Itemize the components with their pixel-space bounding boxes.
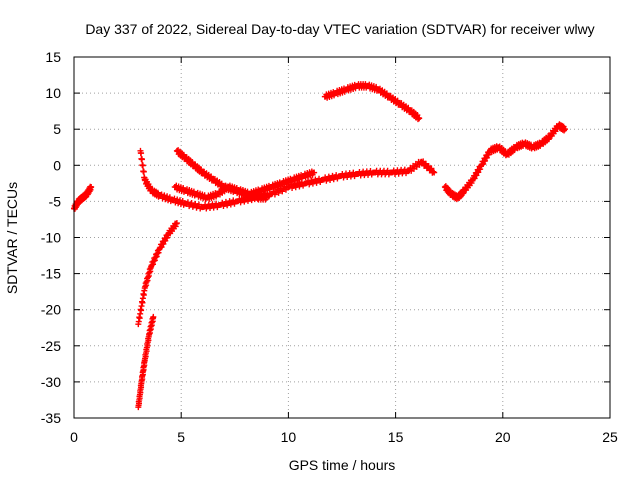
y-tick-label: -25 <box>41 338 61 354</box>
y-tick-label: 10 <box>45 85 61 101</box>
y-tick-label: -10 <box>41 230 61 246</box>
y-tick-label: -15 <box>41 266 61 282</box>
data-point <box>561 126 568 133</box>
data-point <box>263 194 270 201</box>
data-point <box>428 165 435 172</box>
data-point <box>430 168 437 175</box>
data-point <box>416 115 423 122</box>
y-tick-label: 15 <box>45 49 61 65</box>
x-tick-label: 5 <box>177 429 185 445</box>
plot-frame <box>73 56 611 419</box>
data-point <box>138 150 145 157</box>
data-point <box>173 220 180 227</box>
y-tick-label: -5 <box>49 193 62 209</box>
series-arc-1 <box>71 183 95 212</box>
y-axis-label: SDTVAR / TECUs <box>4 182 20 294</box>
data-point <box>140 168 147 175</box>
series-arc-6 <box>171 168 318 203</box>
grid-lines <box>74 57 610 418</box>
x-tick-label: 20 <box>495 429 511 445</box>
data-point <box>139 162 146 169</box>
data-point <box>138 156 145 163</box>
x-tick-label: 10 <box>281 429 297 445</box>
x-axis-label: GPS time / hours <box>289 457 396 473</box>
y-tick-label: -35 <box>41 410 61 426</box>
y-tick-label: -20 <box>41 302 61 318</box>
data-point <box>311 169 318 176</box>
data-point <box>88 183 95 190</box>
series-arc-8 <box>441 121 568 203</box>
data-point <box>150 313 157 320</box>
y-tick-label: 0 <box>53 157 61 173</box>
x-tick-label: 25 <box>602 429 618 445</box>
x-tick-label: 0 <box>70 429 78 445</box>
series-arc-3 <box>135 313 157 411</box>
y-tick-label: -30 <box>41 374 61 390</box>
axis-ticks: 0 5 10 15 20 25 -35 -30 -25 -20 -15 -10 -5 0 5 10 15 <box>41 49 618 445</box>
data-point <box>431 169 438 176</box>
series-arc-7 <box>321 81 423 123</box>
x-tick-label: 15 <box>388 429 404 445</box>
chart-title: Day 337 of 2022, Sidereal Day-to-day VTE… <box>85 21 594 37</box>
y-tick-label: 5 <box>53 121 61 137</box>
data-points <box>71 81 568 411</box>
series-arc-2 <box>135 220 180 328</box>
